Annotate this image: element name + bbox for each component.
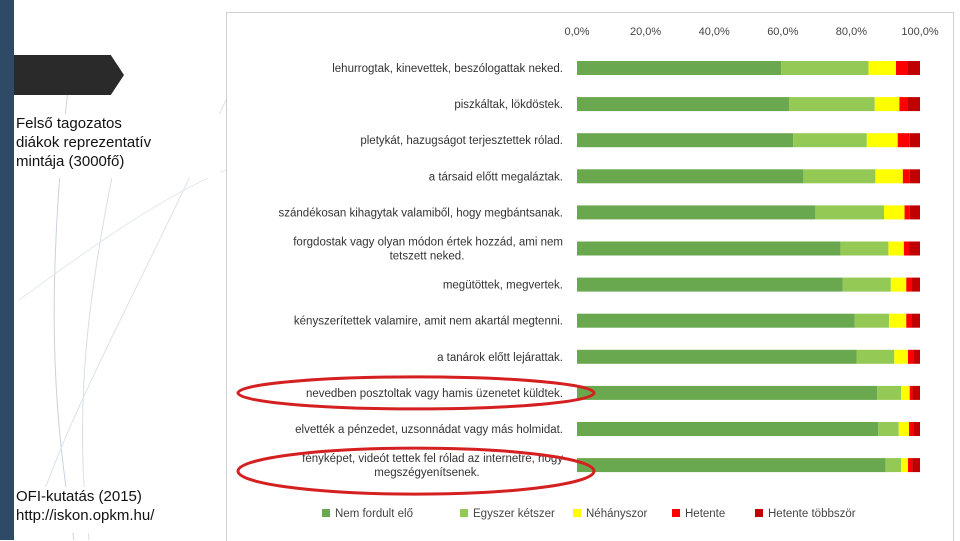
bar-segment: [911, 313, 920, 328]
bar-segment: [577, 133, 794, 148]
bar-segment: [781, 61, 869, 75]
bar-segment: [577, 313, 855, 328]
x-tick-label: 40,0%: [699, 26, 730, 38]
stacked-bar-chart: 0,0% 20,0% 40,0% 60,0% 80,0% 100,0% lehurrogta…: [236, 26, 939, 520]
bar-segment: [902, 169, 910, 184]
sample-note: Felső tagozatos diákok reprezentatív min…: [16, 114, 220, 178]
bar-segment: [912, 458, 920, 473]
category-label: forgdostak vagy olyan módon értek hozzád…: [293, 237, 563, 249]
legend-label: Hetente: [685, 508, 725, 520]
bar-segment: [907, 61, 920, 75]
x-tick-label: 20,0%: [630, 26, 661, 38]
bar-segment: [897, 133, 910, 148]
bar-segment: [874, 97, 900, 112]
category-label: fényképet, videót tettek fel rólad az in…: [302, 453, 563, 465]
category-label: tetszett neked.: [390, 251, 465, 263]
bar-segment: [906, 313, 912, 328]
legend-swatch: [755, 509, 763, 517]
section-tag: [14, 55, 124, 95]
legend-swatch: [460, 509, 468, 517]
bar-segment: [840, 241, 889, 256]
legend-label: Néhányszor: [586, 508, 648, 520]
bar-segment: [885, 458, 902, 473]
decorative-background: [14, 0, 226, 540]
bar-segment: [577, 97, 789, 112]
legend-label: Nem fordult elő: [335, 508, 413, 520]
bar-segment: [890, 277, 907, 292]
bar-segment: [901, 385, 910, 400]
bar-segment: [913, 422, 920, 436]
bar-segment: [577, 458, 886, 473]
bar-segment: [909, 205, 920, 220]
bar-segment: [577, 385, 878, 400]
bar-segment: [909, 241, 920, 256]
x-tick-label: 60,0%: [767, 26, 798, 38]
bar-segment: [788, 97, 875, 112]
bar-segment: [906, 277, 912, 292]
bar-segment: [888, 241, 904, 256]
x-tick-label: 100,0%: [901, 26, 939, 38]
source-note: OFI-kutatás (2015) http://iskon.opkm.hu/: [16, 487, 220, 533]
bar-segment: [895, 61, 908, 75]
bar-segment: [577, 422, 879, 436]
bar-segment: [909, 133, 920, 148]
bar-segment: [907, 349, 914, 364]
category-label: lehurrogtak, kinevettek, beszólogattak n…: [332, 63, 563, 75]
bar-segment: [894, 349, 908, 364]
x-tick-label: 0,0%: [564, 26, 589, 38]
category-label: kényszerítettek valamire, amit nem akart…: [294, 316, 563, 328]
category-label: megütöttek, megvertek.: [443, 280, 563, 292]
x-tick-label: 80,0%: [836, 26, 867, 38]
bar-segment: [907, 458, 913, 473]
bar-segment: [577, 349, 857, 364]
bar-segment: [875, 169, 903, 184]
bar-segment: [854, 313, 890, 328]
bar-segment: [793, 133, 867, 148]
bar-segment: [577, 277, 843, 292]
bar-segment: [909, 422, 914, 436]
legend-swatch: [573, 509, 581, 517]
legend-swatch: [672, 509, 680, 517]
legend-label: Egyszer kétszer: [473, 508, 555, 520]
bar-segment: [913, 349, 920, 364]
bar-segment: [866, 133, 898, 148]
bar-segment: [815, 205, 884, 220]
bar-segment: [907, 97, 920, 112]
bar-segment: [803, 169, 876, 184]
bar-segment: [878, 422, 899, 436]
category-label: nevedben posztoltak vagy hamis üzenetet …: [306, 388, 563, 400]
bar-segment: [577, 205, 816, 220]
bar-segment: [868, 61, 896, 75]
bar-segment: [898, 422, 910, 436]
bar-segment: [909, 169, 920, 184]
category-label: szándékosan kihagytak valamiből, hogy me…: [279, 207, 563, 219]
category-label: megszégyenítsenek.: [374, 467, 479, 479]
category-label: pletykát, hazugságot terjesztettek rólad…: [360, 135, 563, 147]
legend-swatch: [322, 509, 330, 517]
bar-segment: [877, 385, 902, 400]
legend-label: Hetente többször: [768, 508, 856, 520]
category-label: elvették a pénzedet, uzsonnádat vagy más…: [295, 424, 563, 436]
category-label: piszkáltak, lökdöstek.: [454, 99, 563, 111]
bar-segment: [903, 241, 910, 256]
highlight-ellipse: [236, 375, 596, 411]
bar-segment: [577, 241, 841, 256]
bar-segment: [856, 349, 895, 364]
bar-segment: [911, 277, 920, 292]
bar-segment: [909, 385, 913, 400]
bar-segment: [577, 169, 804, 184]
bar-segment: [842, 277, 891, 292]
bar-segment: [889, 313, 907, 328]
bar-segment: [901, 458, 908, 473]
chart-frame: 0,0% 20,0% 40,0% 60,0% 80,0% 100,0% lehurrogta…: [226, 12, 954, 541]
bar-segment: [577, 61, 782, 75]
bar-segment: [904, 205, 910, 220]
left-accent-strip: [0, 0, 14, 540]
category-label: a tanárok előtt lejárattak.: [437, 352, 563, 364]
category-label: a társaid előtt megaláztak.: [429, 171, 563, 183]
bar-segment: [883, 205, 905, 220]
bar-segment: [899, 97, 908, 112]
bar-segment: [912, 385, 920, 400]
highlight-ellipse: [236, 446, 596, 496]
